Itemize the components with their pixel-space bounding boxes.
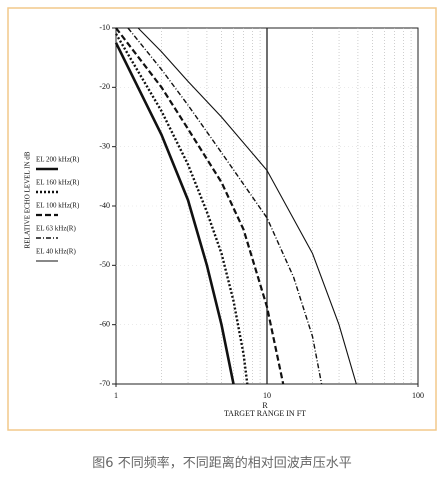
- caption: 图6 不同频率，不同距离的相对回波声压水平: [92, 456, 352, 471]
- series-line: [137, 27, 357, 385]
- legend-label: EL 160 kHz(R): [36, 179, 80, 187]
- y-tick-label: -60: [99, 319, 110, 328]
- series-line: [114, 33, 249, 385]
- legend-label: EL 40 kHz(R): [36, 248, 76, 256]
- frame: [7, 7, 437, 431]
- legend-label: EL 63 kHz(R): [36, 225, 76, 233]
- x-tick-label: 10: [263, 391, 271, 400]
- chart: R TARGET RANGE IN FT RELATIVE ECHO LEVEL…: [7, 7, 437, 431]
- y-tick-label: -70: [99, 379, 110, 388]
- legend-label: EL 100 kHz(R): [36, 202, 80, 210]
- series-line: [115, 27, 285, 385]
- x-axis-label: TARGET RANGE IN FT: [224, 409, 306, 418]
- y-tick-label: -10: [99, 23, 110, 32]
- y-tick-label: -40: [99, 201, 110, 210]
- y-tick-label: -20: [99, 82, 110, 91]
- legend-label: EL 200 kHz(R): [36, 156, 80, 164]
- x-symbol: R: [262, 401, 268, 410]
- y-axis-label: RELATIVE ECHO LEVEL IN dB: [24, 151, 32, 248]
- series-line: [114, 42, 235, 385]
- x-tick-label: 100: [412, 391, 424, 400]
- y-tick-label: -30: [99, 141, 110, 150]
- y-tick-label: -50: [99, 260, 110, 269]
- series-line: [127, 27, 323, 385]
- x-tick-label: 1: [114, 391, 118, 400]
